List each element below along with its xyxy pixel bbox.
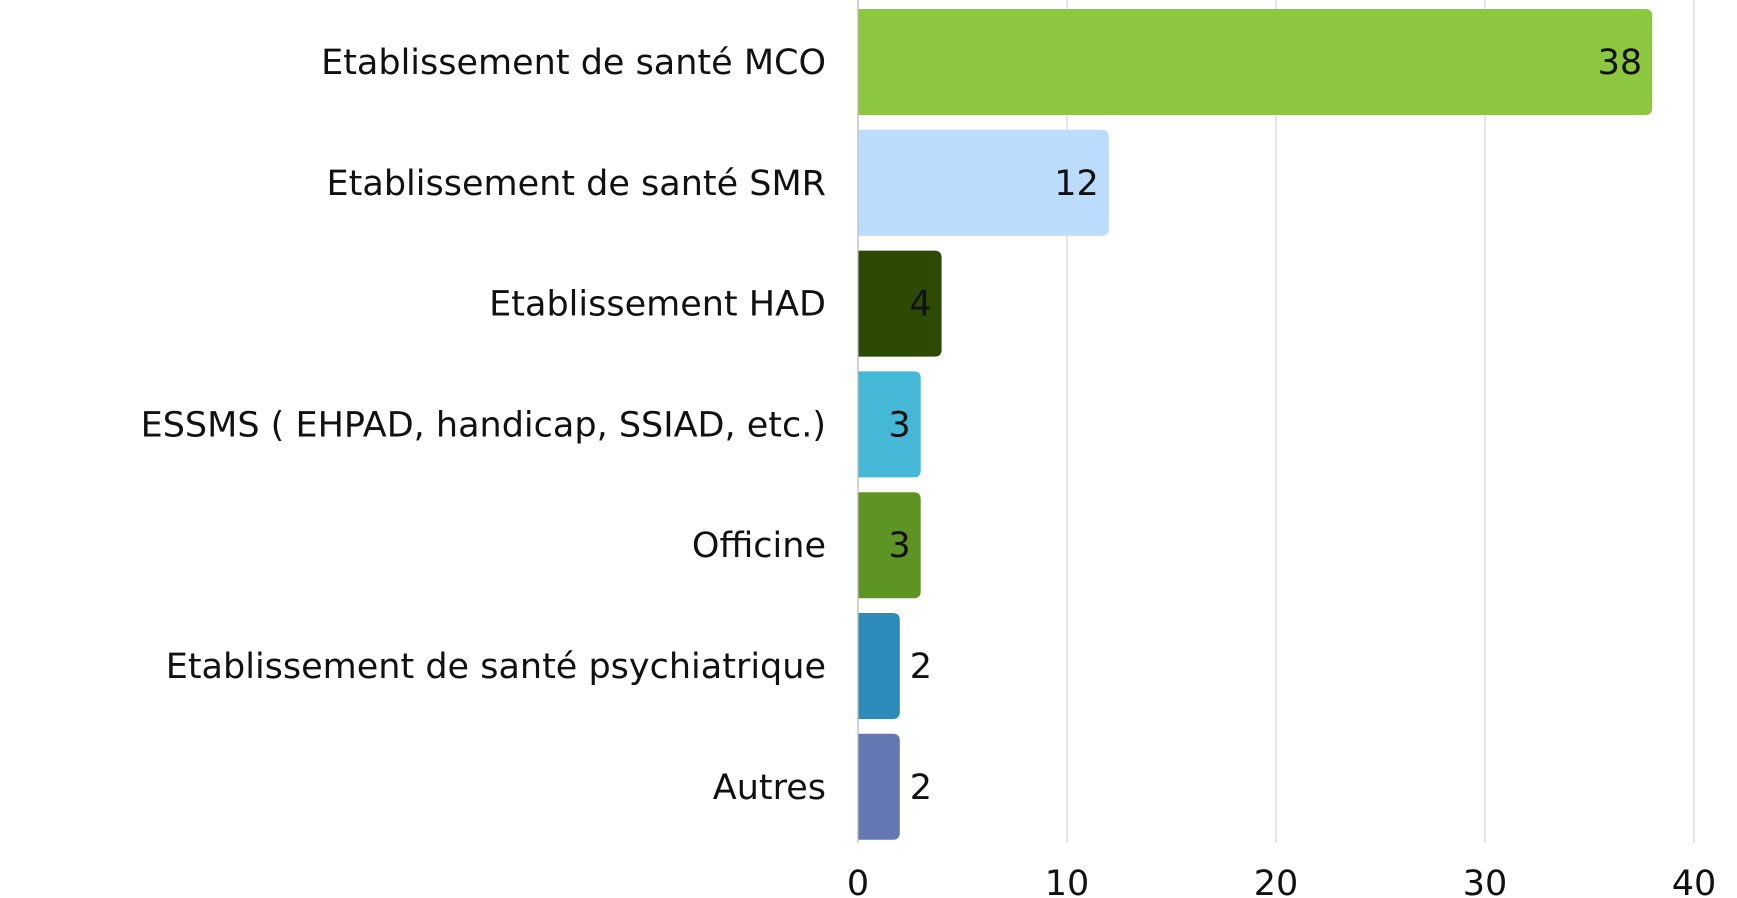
bar (858, 9, 1653, 115)
x-tick-label: 20 (1254, 864, 1299, 898)
value-label: 3 (888, 526, 910, 566)
y-tick-label: Etablissement HAD (489, 285, 826, 325)
bar (858, 492, 921, 599)
y-tick-label: Etablissement de santé SMR (327, 164, 826, 204)
x-tick-label: 30 (1463, 864, 1508, 898)
value-label: 4 (909, 285, 931, 325)
value-label: 2 (910, 768, 932, 808)
value-label: 38 (1598, 43, 1643, 83)
bar (858, 250, 942, 357)
value-label: 2 (910, 647, 932, 687)
x-tick-label: 10 (1045, 864, 1090, 898)
bar (858, 371, 921, 478)
x-tick-label: 0 (847, 864, 869, 898)
bar (858, 129, 1109, 236)
x-tick-label: 40 (1672, 864, 1717, 898)
bar (858, 613, 900, 719)
y-tick-label: Etablissement de santé MCO (321, 43, 826, 83)
y-tick-label: Officine (692, 526, 826, 566)
bar (858, 733, 900, 840)
y-tick-label: Autres (713, 768, 826, 808)
y-tick-label: Etablissement de santé psychiatrique (166, 647, 826, 687)
value-label: 12 (1054, 164, 1099, 204)
value-label: 3 (888, 405, 910, 445)
y-tick-label: ESSMS ( EHPAD, handicap, SSIAD, etc.) (141, 405, 826, 445)
